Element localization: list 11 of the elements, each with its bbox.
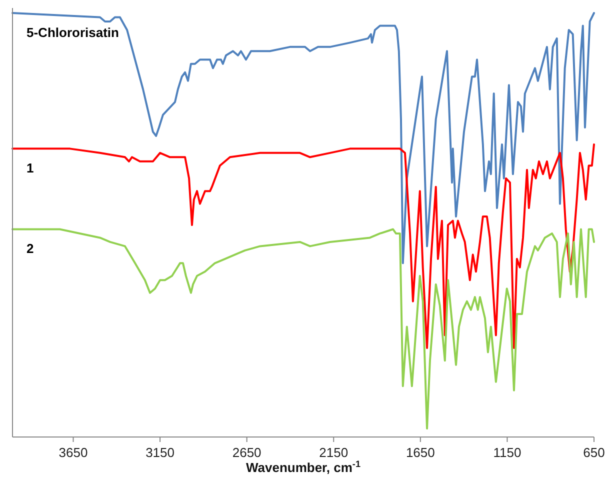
x-tick-label: 1150 xyxy=(493,445,522,460)
x-tick-label: 2650 xyxy=(232,445,262,460)
x-tick-label: 3150 xyxy=(146,445,175,460)
x-tick-label: 650 xyxy=(583,445,605,460)
x-axis-title: Wavenumber, cm$^{-1}$ xyxy=(246,459,361,475)
series-label: 5-Chlororisatin xyxy=(26,25,120,40)
series-label: 1 xyxy=(26,160,34,176)
x-tick-label: 2150 xyxy=(319,445,348,460)
series-label: 2 xyxy=(26,241,34,256)
x-tick-label: 1650 xyxy=(406,445,435,460)
x-tick-label: 3650 xyxy=(58,445,88,460)
